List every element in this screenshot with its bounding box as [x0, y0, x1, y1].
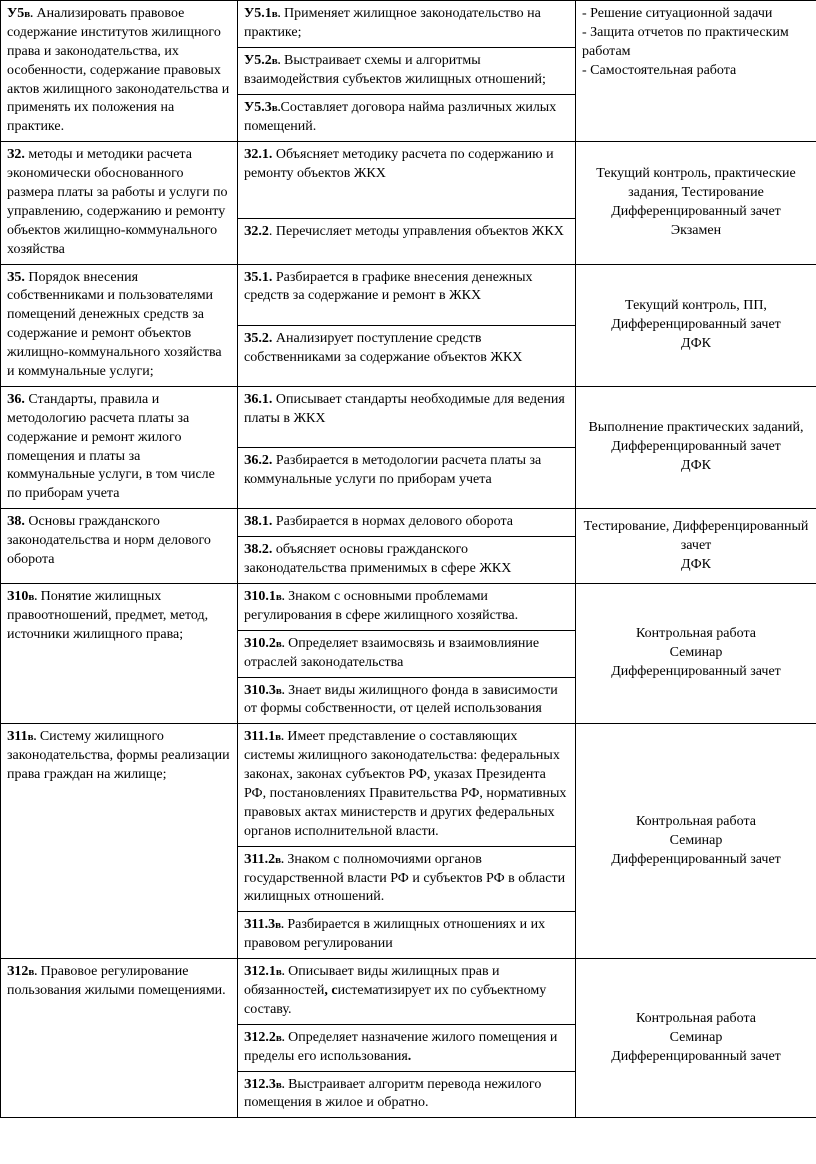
indicator-cell: З12.2в. Определяет назначение жилого пом…	[238, 1024, 576, 1071]
assessment-cell: Контрольная работаСеминарДифференцирован…	[576, 583, 816, 723]
indicator-cell: З8.1. Разбирается в нормах делового обор…	[238, 509, 576, 537]
indicator-cell: З10.2в. Определяет взаимосвязь и взаимов…	[238, 630, 576, 677]
indicator-cell: З2.1. Объясняет методику расчета по соде…	[238, 142, 576, 219]
indicator-cell: З8.2. объясняет основы гражданского зако…	[238, 537, 576, 584]
indicator-cell: З10.1в. Знаком с основными проблемами ре…	[238, 583, 576, 630]
table-row: З6. Стандарты, правила и методологию рас…	[1, 386, 816, 447]
table-row: З8. Основы гражданского законодательства…	[1, 509, 816, 537]
competence-cell: У5в. Анализировать правовое содержание и…	[1, 1, 238, 142]
indicator-cell: З6.1. Описывает стандарты необходимые дл…	[238, 386, 576, 447]
table-row: У5в. Анализировать правовое содержание и…	[1, 1, 816, 48]
indicator-cell: У5.2в. Выстраивает схемы и алгоритмы вза…	[238, 48, 576, 95]
indicator-cell: З5.2. Анализирует поступление средств со…	[238, 325, 576, 386]
indicator-cell: З12.3в. Выстраивает алгоритм перевода не…	[238, 1071, 576, 1118]
table-row: З12в. Правовое регулирование пользования…	[1, 959, 816, 1025]
curriculum-table: У5в. Анализировать правовое содержание и…	[0, 0, 816, 1118]
assessment-cell: Текущий контроль, практические задания, …	[576, 142, 816, 264]
competence-cell: З6. Стандарты, правила и методологию рас…	[1, 386, 238, 508]
competence-cell: З10в. Понятие жилищных правоотношений, п…	[1, 583, 238, 723]
table-row: З11в. Систему жилищного законодательства…	[1, 724, 816, 846]
indicator-cell: З10.3в. Знает виды жилищного фонда в зав…	[238, 677, 576, 724]
indicator-cell: З11.3в. Разбирается в жилищных отношения…	[238, 912, 576, 959]
indicator-cell: З5.1. Разбирается в графике внесения ден…	[238, 264, 576, 325]
indicator-cell: З6.2. Разбирается в методологии расчета …	[238, 448, 576, 509]
table-row: З10в. Понятие жилищных правоотношений, п…	[1, 583, 816, 630]
indicator-cell: У5.1в. Применяет жилищное законодательст…	[238, 1, 576, 48]
competence-cell: З8. Основы гражданского законодательства…	[1, 509, 238, 584]
indicator-cell: З12.1в. Описывает виды жилищных прав и о…	[238, 959, 576, 1025]
competence-cell: З2. методы и методики расчета экономичес…	[1, 142, 238, 264]
indicator-cell: З2.2. Перечисляет методы управления объе…	[238, 218, 576, 264]
assessment-cell: Контрольная работаСеминарДифференцирован…	[576, 724, 816, 959]
table-row: З2. методы и методики расчета экономичес…	[1, 142, 816, 219]
indicator-cell: З11.1в. Имеет представление о составляющ…	[238, 724, 576, 846]
assessment-cell: - Решение ситуационной задачи- Защита от…	[576, 1, 816, 142]
assessment-cell: Выполнение практических заданий, Диффере…	[576, 386, 816, 508]
competence-cell: З12в. Правовое регулирование пользования…	[1, 959, 238, 1118]
table-row: З5. Порядок внесения собственниками и по…	[1, 264, 816, 325]
assessment-cell: Текущий контроль, ПП, Дифференцированный…	[576, 264, 816, 386]
competence-cell: З11в. Систему жилищного законодательства…	[1, 724, 238, 959]
assessment-cell: Контрольная работаСеминарДифференцирован…	[576, 959, 816, 1118]
indicator-cell: У5.3в.Составляет договора найма различны…	[238, 95, 576, 142]
assessment-cell: Тестирование, Дифференцированный зачетДФ…	[576, 509, 816, 584]
indicator-cell: З11.2в. Знаком с полномочиями органов го…	[238, 846, 576, 912]
competence-cell: З5. Порядок внесения собственниками и по…	[1, 264, 238, 386]
